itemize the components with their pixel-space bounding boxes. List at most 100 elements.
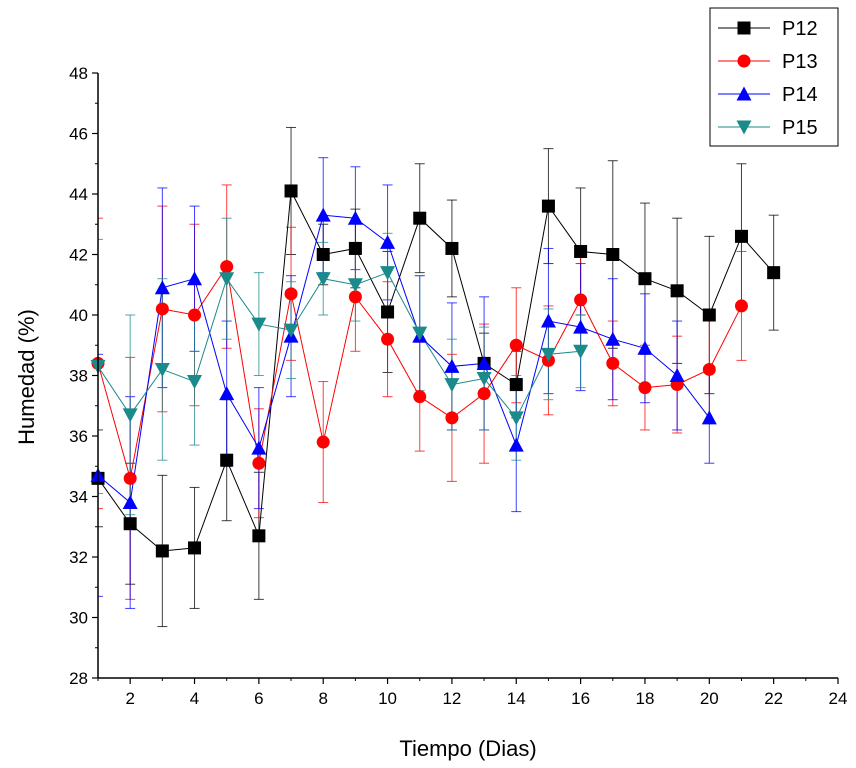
- point-p14: [637, 340, 653, 355]
- x-tick-label: 24: [829, 689, 848, 708]
- x-tick-label: 18: [635, 689, 654, 708]
- point-p12: [445, 241, 459, 255]
- point-p12: [606, 248, 620, 261]
- point-p13: [702, 362, 716, 376]
- point-p14: [476, 355, 492, 370]
- point-p15: [476, 372, 492, 387]
- point-p12: [638, 272, 652, 286]
- point-p15: [283, 323, 299, 338]
- point-p15: [251, 317, 267, 332]
- point-p15: [187, 375, 203, 390]
- point-p15: [573, 344, 589, 359]
- series-lines: [98, 189, 775, 552]
- y-tick-label: 34: [69, 488, 88, 507]
- y-tick-label: 30: [69, 609, 88, 628]
- legend-label-p13: P13: [782, 51, 818, 73]
- point-p13: [734, 299, 748, 313]
- point-p15: [219, 272, 235, 287]
- point-p13: [348, 290, 362, 304]
- y-tick-label: 48: [69, 64, 88, 83]
- legend-label-p14: P14: [782, 84, 818, 106]
- point-p12: [702, 308, 716, 322]
- point-p14: [669, 368, 685, 382]
- x-tick-label: 8: [318, 689, 327, 708]
- x-tick-label: 4: [190, 689, 199, 708]
- point-p12: [509, 378, 523, 392]
- y-axis-title: Humedad (%): [14, 309, 39, 445]
- point-p12: [670, 284, 684, 298]
- point-p13: [509, 338, 523, 352]
- point-p13: [477, 387, 491, 401]
- point-p13: [316, 435, 330, 449]
- legend-label-p12: P12: [782, 18, 818, 40]
- legend-box: [709, 7, 839, 147]
- point-p12: [123, 517, 137, 531]
- y-tick-label: 44: [69, 185, 88, 204]
- point-p13: [574, 293, 588, 307]
- point-p14: [315, 207, 331, 222]
- point-p12: [188, 541, 202, 555]
- point-p14: [122, 495, 138, 510]
- point-p12: [252, 529, 266, 543]
- x-tick-label: 20: [700, 689, 719, 708]
- point-p14: [251, 440, 267, 455]
- point-p13: [445, 411, 459, 425]
- point-p14: [380, 234, 396, 249]
- point-p12: [734, 229, 748, 243]
- point-p13: [284, 287, 298, 301]
- point-p15: [154, 362, 170, 377]
- point-p15: [380, 266, 396, 281]
- x-tick-label: 2: [125, 689, 134, 708]
- legend: P12 P13 P14 P15: [709, 7, 839, 147]
- y-tick-label: 36: [69, 427, 88, 446]
- point-p14: [508, 437, 524, 452]
- x-tick-label: 6: [254, 689, 263, 708]
- x-tick-label: 12: [442, 689, 461, 708]
- point-p13: [123, 471, 137, 485]
- point-p14: [154, 280, 170, 295]
- point-p13: [413, 390, 427, 404]
- point-p12: [574, 244, 588, 258]
- point-p13: [638, 381, 652, 395]
- point-p12: [413, 211, 427, 225]
- point-p12: [220, 453, 234, 467]
- point-p14: [540, 313, 556, 328]
- point-p15: [412, 326, 428, 341]
- legend-marker-p13: [737, 54, 751, 68]
- series-line-p14: [98, 214, 710, 504]
- point-p14: [444, 358, 460, 373]
- x-axis-title: Tiempo (Dias): [399, 736, 536, 761]
- point-p15: [347, 278, 363, 293]
- point-p15: [540, 347, 556, 362]
- point-p13: [220, 260, 234, 274]
- point-p12: [767, 266, 781, 280]
- point-p14: [605, 331, 621, 346]
- point-p13: [252, 456, 266, 470]
- point-p15: [315, 272, 331, 287]
- point-p12: [316, 248, 330, 261]
- y-tick-label: 42: [69, 246, 88, 265]
- y-tick-label: 28: [69, 669, 88, 688]
- point-p12: [348, 241, 362, 255]
- legend-marker-p14: [736, 86, 752, 101]
- point-p14: [347, 210, 363, 225]
- x-tick-label: 22: [764, 689, 783, 708]
- legend-marker-p15: [736, 120, 752, 135]
- point-p12: [381, 305, 395, 319]
- point-p12: [541, 199, 555, 213]
- point-p14: [573, 319, 589, 334]
- point-p15: [122, 408, 138, 423]
- legend-marker-p12: [737, 21, 751, 35]
- y-tick-label: 46: [69, 125, 88, 144]
- point-p13: [188, 308, 202, 322]
- x-tick-label: 14: [507, 689, 526, 708]
- point-p12: [155, 544, 169, 558]
- point-p15: [508, 411, 524, 426]
- point-p13: [606, 356, 620, 370]
- series-markers: [90, 184, 781, 558]
- point-p14: [219, 386, 235, 401]
- point-p13: [155, 302, 169, 316]
- point-p12: [284, 184, 298, 198]
